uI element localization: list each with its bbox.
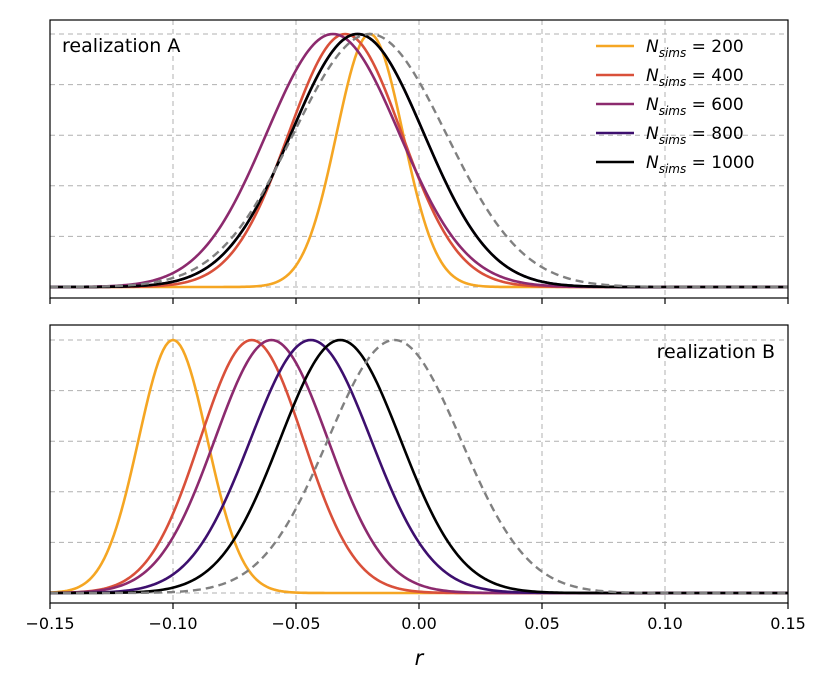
- panel-realization-b: −0.15 −0.10 −0.05 0.00 0.05 0.10 0.15 realizat…: [25, 324, 806, 633]
- legend-label: Nsims = 1000: [646, 153, 755, 176]
- legend-label: Nsims = 800: [646, 124, 744, 147]
- panel-b-curves: [49, 338, 788, 595]
- x-tick-label: 0.00: [401, 614, 437, 633]
- series-line-reference: [50, 338, 788, 595]
- x-tick-label: 0.15: [770, 614, 806, 633]
- series-line-n-sims-1000: [50, 32, 788, 289]
- panel-b-label: realization B: [657, 341, 775, 363]
- x-tick-label: −0.15: [25, 614, 74, 633]
- legend-item: Nsims = 200: [596, 37, 744, 60]
- legend: Nsims = 200 Nsims = 400 Nsims = 600 Nsims =…: [596, 37, 755, 176]
- x-tick-label: −0.10: [148, 614, 197, 633]
- x-axis-label: r: [415, 646, 425, 670]
- panel-realization-a: realization A: [49, 19, 789, 304]
- legend-item: Nsims = 600: [596, 95, 744, 118]
- x-tick-label: 0.05: [524, 614, 560, 633]
- x-tick-label: −0.05: [271, 614, 320, 633]
- legend-item: Nsims = 1000: [596, 153, 755, 176]
- panel-a-label: realization A: [62, 35, 180, 57]
- legend-item: Nsims = 400: [596, 66, 744, 89]
- legend-item: Nsims = 800: [596, 124, 744, 147]
- legend-label: Nsims = 600: [646, 95, 744, 118]
- legend-label: Nsims = 400: [646, 66, 744, 89]
- legend-label: Nsims = 200: [646, 37, 744, 60]
- x-tick-label: 0.10: [647, 614, 683, 633]
- panel-a-curves: [50, 32, 788, 289]
- panel-b-x-ticks: −0.15 −0.10 −0.05 0.00 0.05 0.10 0.15: [25, 603, 806, 633]
- panel-a-x-ticks: [49, 298, 789, 304]
- series-line-reference: [50, 32, 788, 289]
